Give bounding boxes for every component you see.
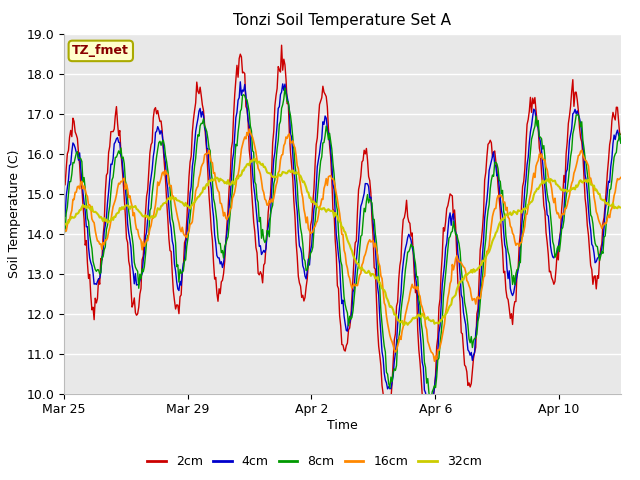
X-axis label: Time: Time <box>327 419 358 432</box>
Title: Tonzi Soil Temperature Set A: Tonzi Soil Temperature Set A <box>234 13 451 28</box>
Y-axis label: Soil Temperature (C): Soil Temperature (C) <box>8 149 21 278</box>
Legend: 2cm, 4cm, 8cm, 16cm, 32cm: 2cm, 4cm, 8cm, 16cm, 32cm <box>142 450 487 473</box>
Text: TZ_fmet: TZ_fmet <box>72 44 129 58</box>
